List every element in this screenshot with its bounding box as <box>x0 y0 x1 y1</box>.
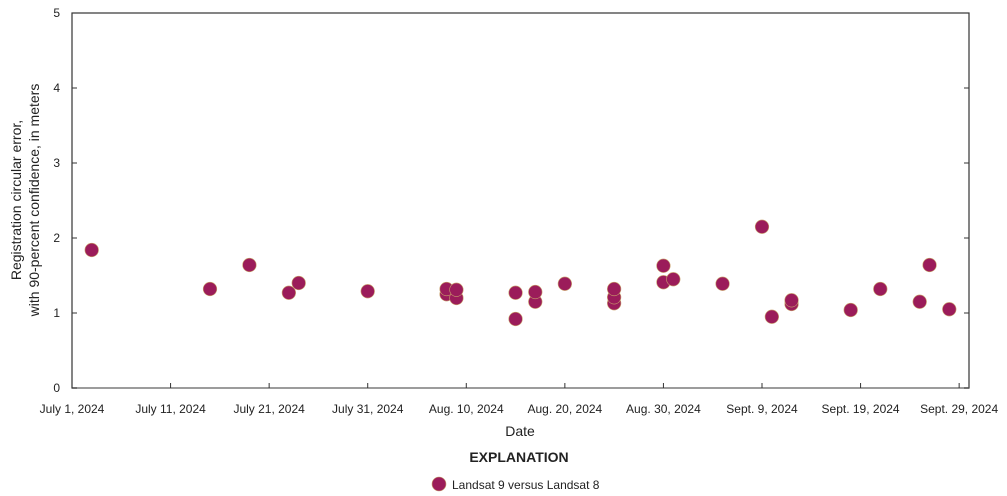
data-point <box>912 294 927 309</box>
x-tick-label: Aug. 20, 2024 <box>527 402 602 416</box>
data-point <box>656 258 671 273</box>
x-tick-label: Sept. 9, 2024 <box>726 402 798 416</box>
x-tick-label: Sept. 19, 2024 <box>822 402 900 416</box>
data-point <box>715 276 730 291</box>
data-point <box>281 285 296 300</box>
data-point <box>764 309 779 324</box>
legend-marker <box>431 476 447 492</box>
data-point <box>202 281 218 297</box>
data-point <box>942 302 957 317</box>
y-tick-label: 4 <box>53 81 60 95</box>
data-point <box>784 293 799 308</box>
y-axis-label-line1: Registration circular error, <box>8 120 24 280</box>
data-point <box>666 272 681 287</box>
data-point <box>449 282 464 297</box>
x-tick-label: Sept. 29, 2024 <box>920 402 998 416</box>
y-tick-label: 3 <box>53 156 60 170</box>
y-tick-label: 0 <box>53 381 60 395</box>
data-point <box>508 311 523 327</box>
y-tick-label: 2 <box>53 231 60 245</box>
x-tick-label: Aug. 30, 2024 <box>626 402 701 416</box>
y-axis-label-line2: with 90-percent confidence, in meters <box>26 84 42 318</box>
data-point <box>528 284 543 300</box>
data-point <box>843 302 858 318</box>
y-tick-label: 1 <box>53 306 60 320</box>
x-tick-label: Aug. 10, 2024 <box>429 402 504 416</box>
legend-title: EXPLANATION <box>469 449 568 465</box>
data-point <box>873 281 888 297</box>
data-point <box>754 219 770 234</box>
x-tick-label: July 11, 2024 <box>135 402 206 416</box>
data-point <box>84 242 99 258</box>
y-tick-label: 5 <box>53 6 60 20</box>
data-point <box>360 284 375 299</box>
x-tick-label: July 1, 2024 <box>40 402 105 416</box>
data-point <box>508 285 523 300</box>
axes: July 1, 2024 July 11, 2024 July 21, 2024 Ju… <box>40 6 999 416</box>
data-point <box>242 257 257 273</box>
x-axis-label: Date <box>505 423 535 439</box>
data-point <box>607 281 622 297</box>
data-point <box>922 257 937 273</box>
x-tick-label: July 31, 2024 <box>332 402 404 416</box>
data-point <box>557 276 572 291</box>
data-point <box>291 275 306 291</box>
data-points <box>84 219 957 327</box>
plot-frame <box>71 12 970 389</box>
legend-label: Landsat 9 versus Landsat 8 <box>452 478 600 492</box>
x-tick-label: July 21, 2024 <box>233 402 305 416</box>
